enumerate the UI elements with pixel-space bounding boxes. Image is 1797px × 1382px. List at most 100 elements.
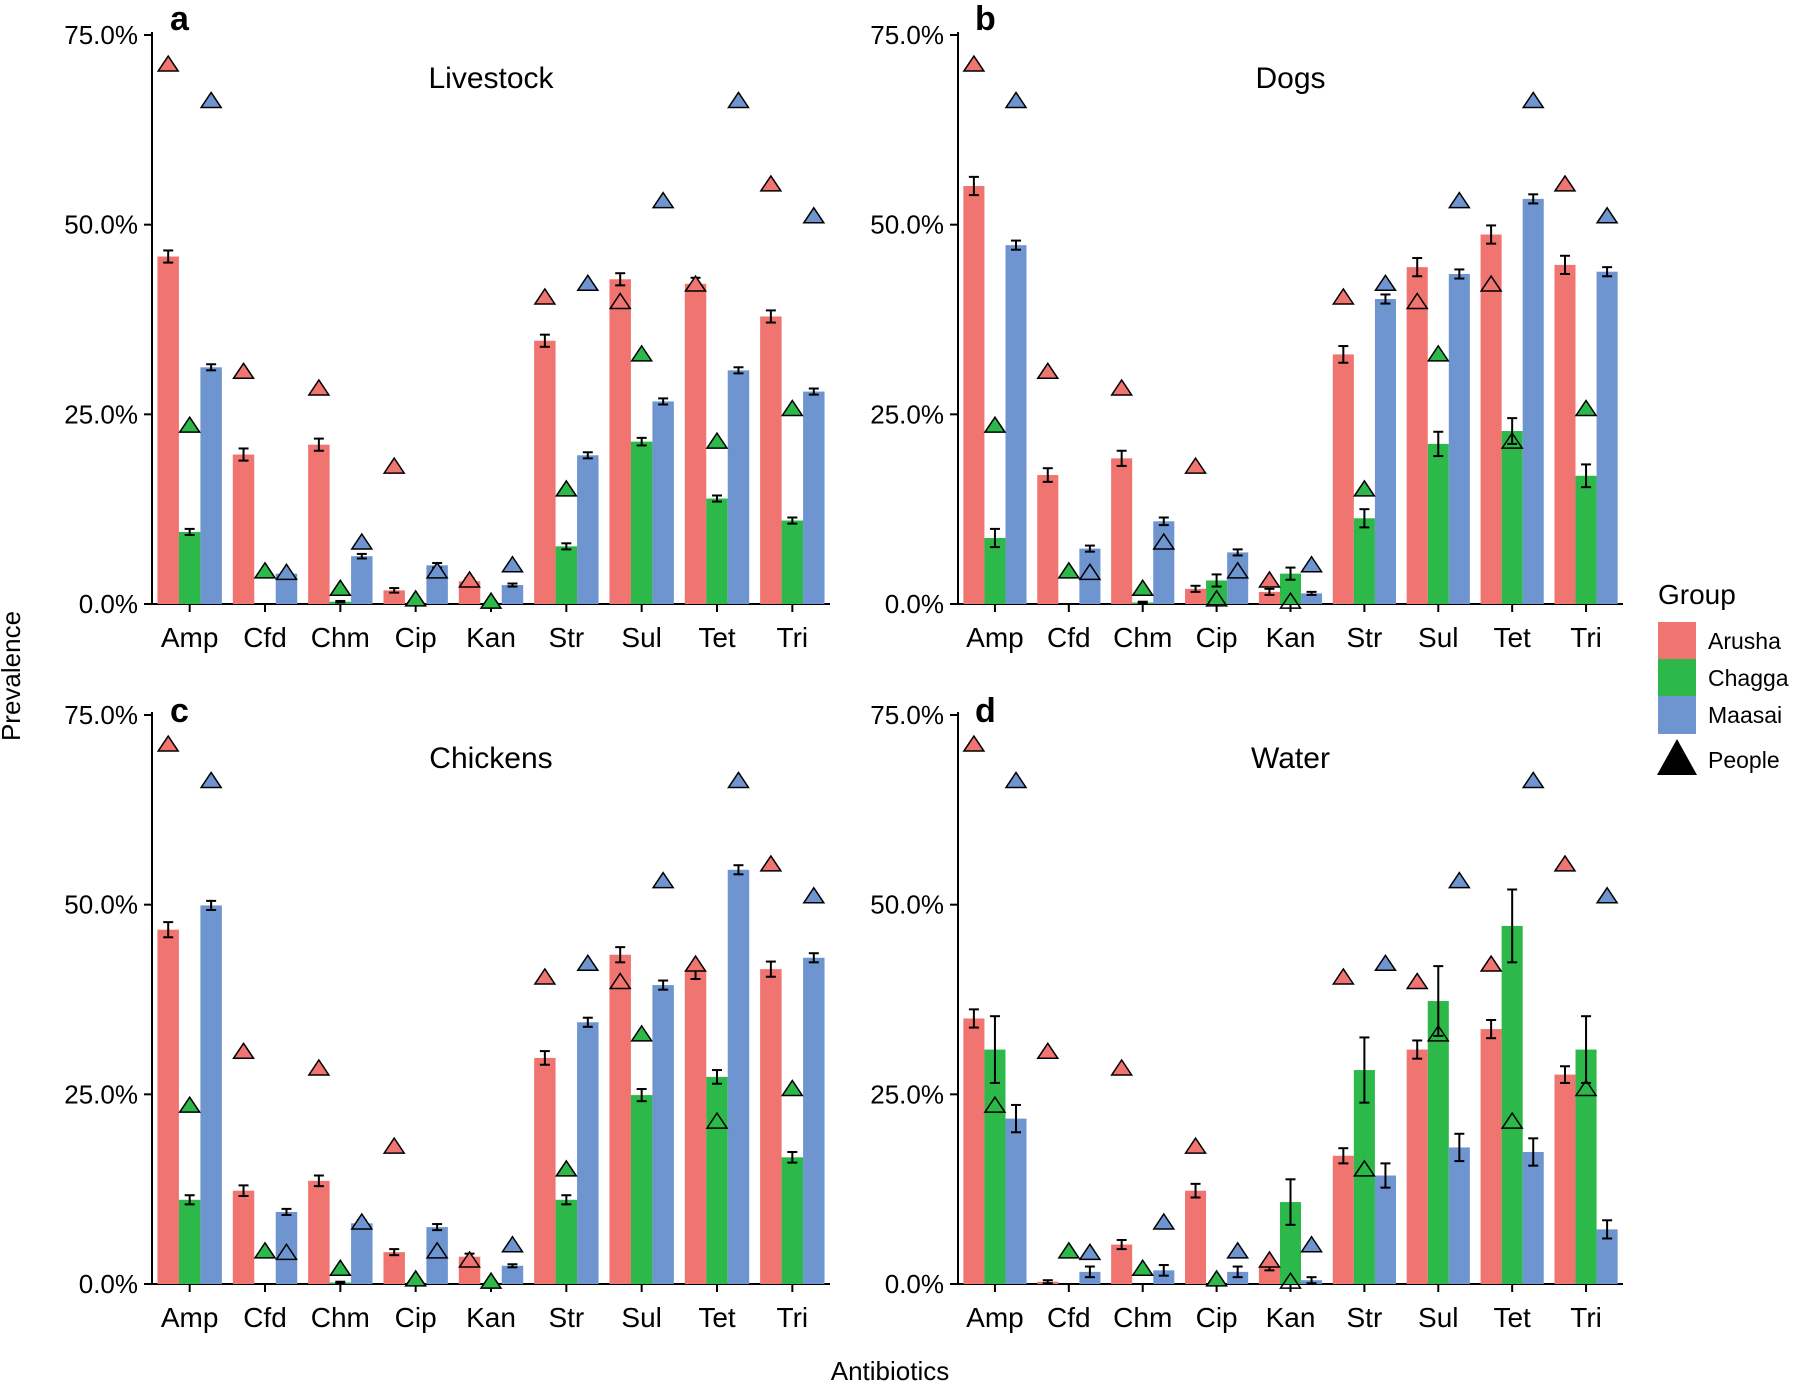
bar-maasai-kan [501, 1265, 524, 1284]
x-tick-label: Str [548, 622, 584, 653]
error-bar-maasai-amp [1011, 239, 1022, 251]
panel-title: Chickens [429, 742, 552, 775]
error-bar-chagga-tet [712, 1069, 722, 1085]
error-bar-maasai-cfd [281, 1207, 292, 1216]
people-marker-maasai-sul [651, 191, 675, 209]
bar-arusha-cfd [1037, 475, 1059, 604]
x-tick-label: Sul [621, 622, 661, 653]
legend-people-marker [1657, 739, 1697, 775]
people-marker-maasai-tri [802, 886, 826, 904]
people-marker-chagga-str [1352, 1159, 1376, 1177]
error-bar-arusha-cfd [1042, 467, 1053, 483]
error-bar-arusha-cfd [238, 447, 249, 462]
people-marker-maasai-str [1374, 273, 1397, 292]
bar-maasai-sul [1448, 273, 1470, 604]
x-tick-label: Kan [466, 1302, 516, 1333]
bar-arusha-cip [383, 1252, 405, 1284]
error-bar-maasai-chm [356, 552, 367, 560]
bar-maasai-str [577, 1022, 599, 1284]
bar-maasai-cfd [275, 573, 298, 604]
x-tick-label: Tri [777, 622, 809, 653]
error-bar-maasai-amp [206, 363, 217, 372]
people-marker-maasai-amp [199, 771, 223, 789]
y-tick-label: 0.0% [79, 1269, 138, 1299]
x-tick-label: Tri [777, 1302, 809, 1333]
error-bar-maasai-cip [1232, 1265, 1243, 1279]
x-tick-label: Str [548, 1302, 584, 1333]
people-marker-chagga-str [554, 1159, 578, 1177]
bar-arusha-sul [1406, 1049, 1428, 1284]
y-tick-label: 75.0% [870, 20, 944, 50]
people-marker-maasai-cip [425, 561, 449, 579]
error-bar-maasai-tet [1528, 193, 1539, 205]
people-marker-chagga-cfd [253, 561, 277, 579]
people-marker-maasai-cip [1226, 561, 1250, 579]
bar-maasai-sul [652, 985, 674, 1284]
error-bar-maasai-tri [1602, 1219, 1613, 1240]
x-tick-label: Cip [395, 1302, 437, 1333]
error-bar-arusha-tri [1559, 254, 1570, 275]
people-marker-maasai-kan [501, 555, 524, 573]
people-marker-chagga-kan [1279, 1271, 1302, 1289]
people-marker-arusha-cfd [232, 361, 255, 380]
bar-arusha-chm [308, 1180, 330, 1284]
legend-label-maasai: Maasai [1708, 702, 1782, 728]
error-bar-chagga-sul [636, 1088, 647, 1103]
bar-chagga-amp [984, 1049, 1006, 1284]
people-marker-arusha-cfd [1036, 1041, 1060, 1060]
bar-maasai-amp [1005, 1118, 1027, 1284]
people-marker-maasai-kan [501, 1235, 524, 1253]
bar-chagga-sul [1427, 443, 1449, 604]
x-tick-label: Amp [966, 1302, 1024, 1333]
error-bar-arusha-cfd [238, 1184, 249, 1197]
y-tick-label: 50.0% [870, 210, 944, 240]
error-bar-arusha-chm [313, 437, 324, 452]
people-marker-arusha-str [1331, 287, 1355, 305]
bar-chagga-tet [706, 1076, 728, 1284]
people-marker-chagga-kan [479, 591, 503, 609]
bar-chagga-str [1353, 518, 1375, 604]
error-bar-maasai-cip [1232, 548, 1243, 557]
people-marker-maasai-sul [1447, 871, 1471, 889]
legend: Group Arusha Chagga Maasai People [1657, 579, 1789, 775]
bar-arusha-str [1332, 354, 1354, 604]
bar-chagga-tet [1501, 431, 1523, 604]
bar-arusha-cip [1185, 1190, 1207, 1284]
bar-chagga-str [555, 546, 578, 604]
people-marker-chagga-str [554, 479, 578, 497]
bar-chagga-amp [178, 531, 201, 604]
error-bar-arusha-cip [1190, 584, 1201, 593]
people-marker-arusha-tet [1479, 274, 1503, 292]
x-tick-label: Amp [966, 622, 1024, 653]
bar-arusha-str [534, 340, 556, 604]
error-bar-arusha-tri [765, 960, 776, 978]
y-tick-label: 25.0% [870, 399, 944, 429]
error-bar-arusha-str [1338, 345, 1349, 364]
people-marker-arusha-kan [1258, 570, 1281, 588]
people-marker-arusha-sul [608, 972, 632, 990]
bar-maasai-chm [351, 1223, 373, 1284]
legend-label-chagga: Chagga [1708, 665, 1789, 691]
bar-maasai-str [1374, 299, 1396, 604]
people-marker-maasai-cfd [1078, 563, 1102, 581]
bar-arusha-str [1332, 1155, 1354, 1284]
error-bar-arusha-sul [1412, 1039, 1423, 1060]
x-tick-label: Chm [311, 622, 370, 653]
people-marker-arusha-chm [1110, 1058, 1134, 1076]
error-bar-maasai-sul [1454, 1132, 1465, 1163]
x-tick-label: Tri [1570, 1302, 1602, 1333]
error-bar-maasai-tet [1528, 1137, 1539, 1167]
x-tick-label: Tet [1493, 622, 1531, 653]
error-bar-maasai-cfd [1084, 1265, 1095, 1279]
error-bar-arusha-amp [163, 249, 174, 264]
error-bar-maasai-amp [206, 899, 217, 911]
panel-title: Livestock [428, 62, 554, 95]
people-marker-arusha-cip [1184, 1136, 1207, 1154]
people-marker-arusha-chm [1110, 378, 1134, 396]
error-bar-chagga-tri [1581, 1015, 1592, 1084]
bar-chagga-tri [781, 520, 804, 604]
y-tick-label: 0.0% [885, 589, 944, 619]
bar-arusha-sul [609, 279, 631, 604]
panel-title: Dogs [1255, 62, 1325, 95]
people-marker-arusha-sul [1405, 292, 1429, 310]
